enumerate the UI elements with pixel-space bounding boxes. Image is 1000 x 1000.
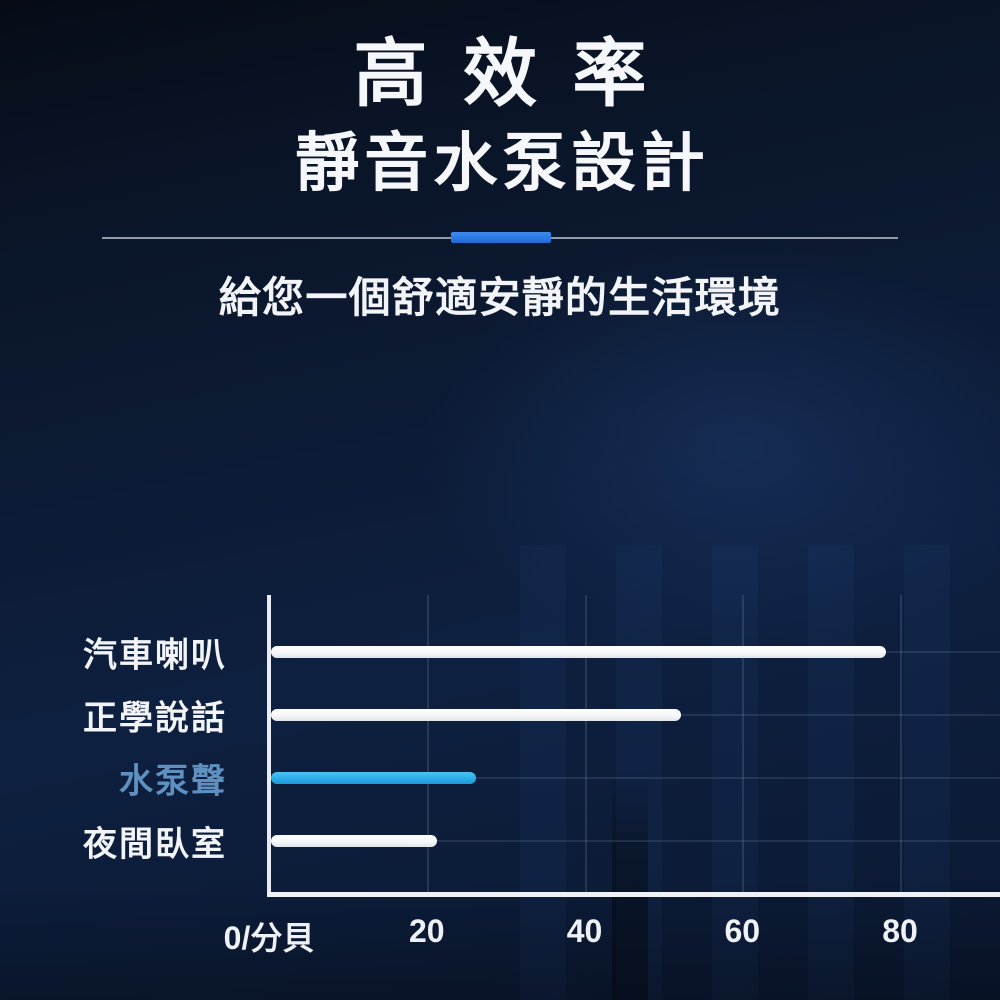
bar-label-highlight: 水泵聲 xyxy=(119,762,227,801)
gridline-horizontal xyxy=(269,840,1000,842)
x-tick-label: 60 xyxy=(724,913,761,949)
x-axis-line xyxy=(267,892,1000,897)
page-title: 高效率 xyxy=(353,34,683,116)
bar-label: 汽車喇叭 xyxy=(83,636,227,675)
gridline-vertical xyxy=(426,595,429,892)
x-tick-label: 80 xyxy=(882,913,918,949)
bar-pump-highlight xyxy=(271,772,477,784)
gridline-horizontal xyxy=(269,777,1000,779)
decibel-bar-chart: 汽車喇叭正學說話水泵聲夜間臥室 0/分貝 20 40 60 80 xyxy=(0,595,1000,975)
bar xyxy=(271,835,437,847)
divider-accent-bar xyxy=(451,232,551,243)
y-axis-line xyxy=(267,595,271,897)
page-subtitle: 靜音水泵設計 xyxy=(295,127,710,199)
x-tick-label: 0/分貝 xyxy=(223,920,315,956)
gridline-vertical xyxy=(900,595,902,892)
gridline-vertical xyxy=(742,595,745,892)
bar-label: 夜間臥室 xyxy=(83,825,227,864)
x-tick-label: 20 xyxy=(408,913,445,949)
x-tick-label: 40 xyxy=(566,913,603,949)
bar xyxy=(271,646,887,658)
bar-label: 正學說話 xyxy=(83,699,227,738)
bar xyxy=(271,709,682,721)
tagline: 給您一個舒適安靜的生活環境 xyxy=(218,274,782,321)
gridline-vertical xyxy=(584,595,587,892)
